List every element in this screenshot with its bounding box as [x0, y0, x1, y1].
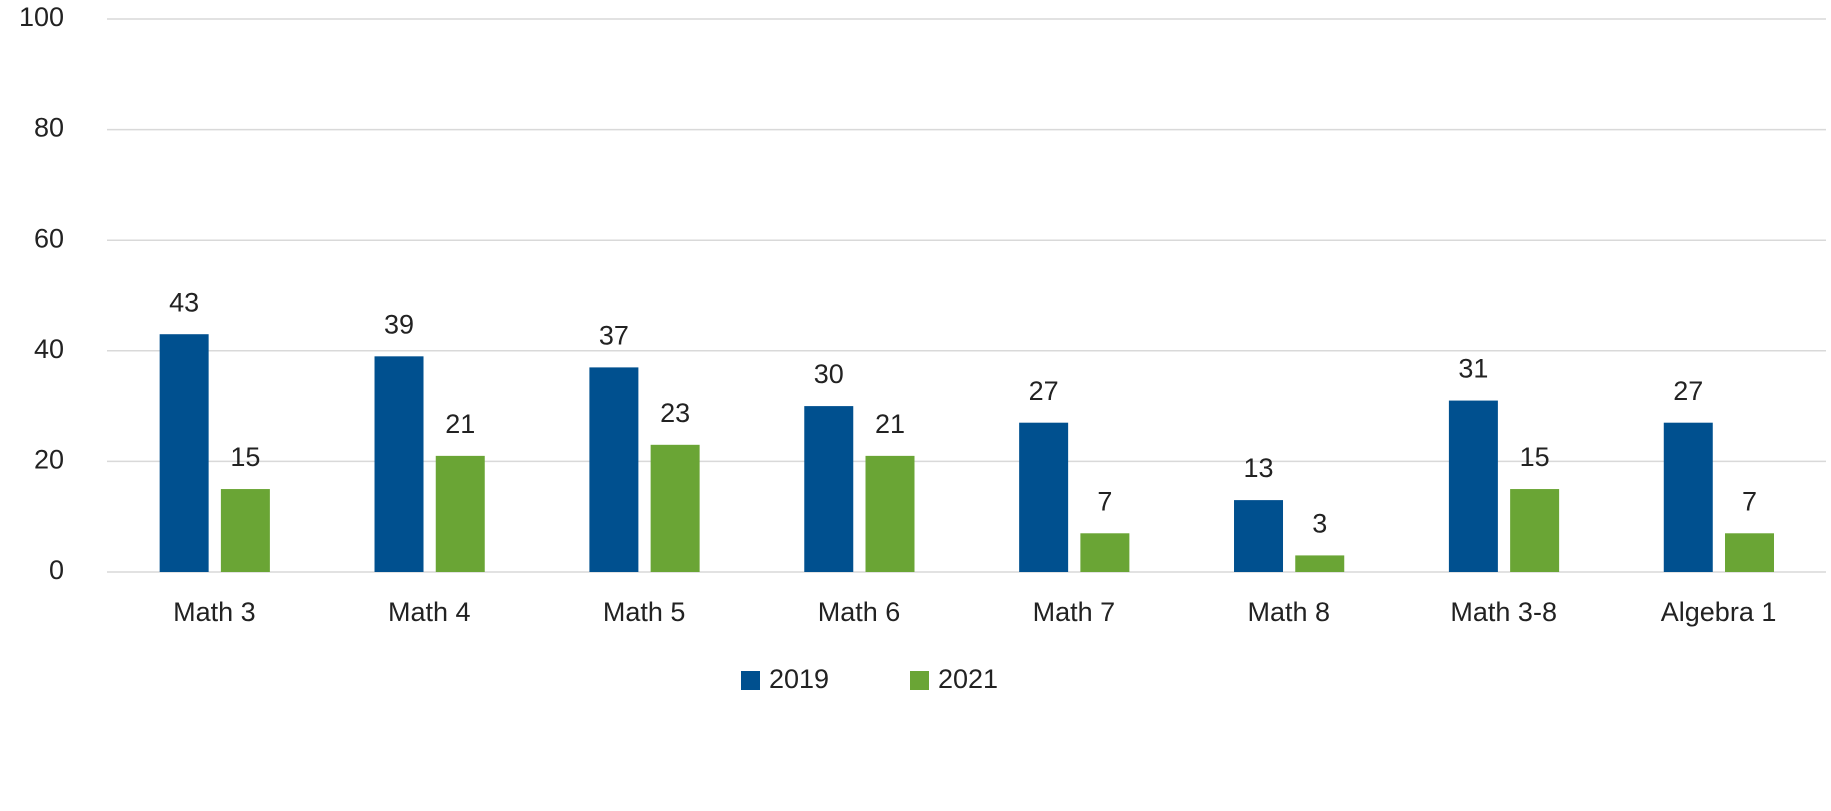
data-label: 23: [660, 398, 690, 428]
bar: [1080, 533, 1130, 572]
data-label: 30: [814, 359, 844, 389]
x-tick-label: Math 7: [1033, 597, 1116, 627]
x-tick-label: Algebra 1: [1661, 597, 1777, 627]
y-tick-label: 40: [34, 334, 64, 364]
y-tick-label: 60: [34, 223, 64, 253]
data-label: 13: [1243, 453, 1273, 483]
y-tick-label: 80: [34, 113, 64, 143]
data-label: 31: [1458, 354, 1488, 384]
bar: [1019, 422, 1069, 572]
bar: [159, 334, 209, 572]
x-tick-label: Math 4: [388, 597, 471, 627]
data-label: 7: [1742, 486, 1757, 516]
data-label: 21: [875, 409, 905, 439]
x-tick-label: Math 8: [1248, 597, 1331, 627]
bar: [650, 444, 700, 572]
data-label: 27: [1673, 376, 1703, 406]
data-label: 3: [1312, 509, 1327, 539]
x-tick-label: Math 5: [603, 597, 686, 627]
data-label: 39: [384, 309, 414, 339]
data-label: 7: [1097, 486, 1112, 516]
bar: [374, 356, 424, 572]
y-tick-label: 0: [49, 555, 64, 585]
data-label: 15: [230, 442, 260, 472]
bar: [1295, 555, 1345, 572]
bar: [220, 489, 270, 572]
legend-label: 2019: [769, 664, 829, 694]
bar: [865, 455, 915, 572]
y-tick-label: 20: [34, 445, 64, 475]
data-label: 37: [599, 321, 629, 351]
y-tick-label: 100: [19, 2, 64, 32]
legend-swatch: [741, 671, 760, 690]
data-label: 21: [445, 409, 475, 439]
bar: [1448, 400, 1498, 572]
data-label: 27: [1029, 376, 1059, 406]
legend-swatch: [910, 671, 929, 690]
bar: [1725, 533, 1775, 572]
legend-label: 2021: [938, 664, 998, 694]
bar: [804, 406, 854, 572]
bar: [1510, 489, 1560, 572]
bar: [589, 367, 639, 572]
x-tick-label: Math 3-8: [1450, 597, 1557, 627]
bar: [1234, 500, 1284, 572]
bar: [1663, 422, 1713, 572]
data-label: 43: [169, 287, 199, 317]
data-label: 15: [1520, 442, 1550, 472]
x-tick-label: Math 3: [173, 597, 256, 627]
x-tick-label: Math 6: [818, 597, 901, 627]
bar: [435, 455, 485, 572]
